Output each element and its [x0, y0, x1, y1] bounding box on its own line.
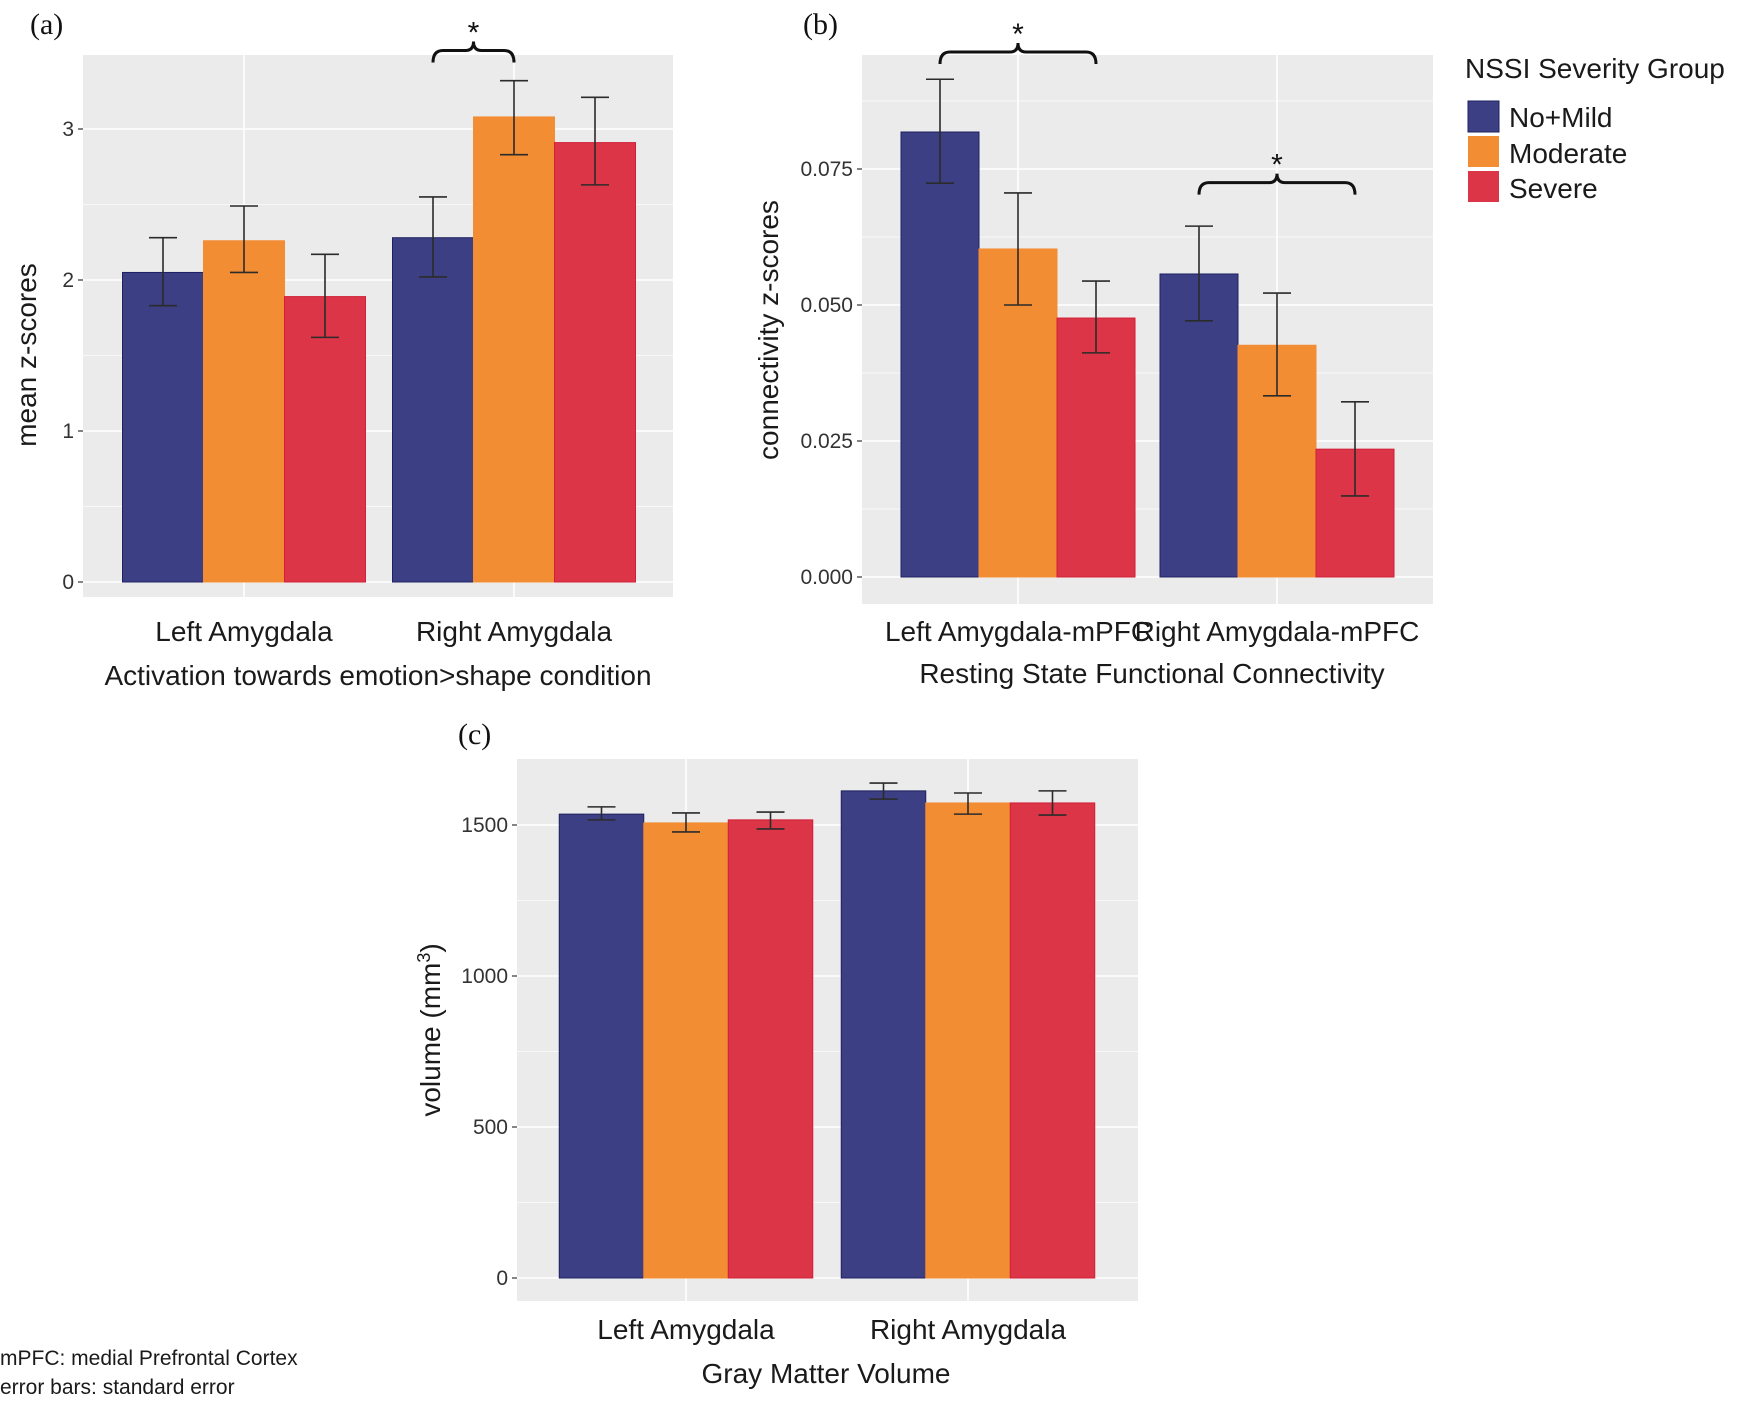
legend-label-severe: Severe	[1509, 173, 1598, 204]
bar-no-mild-left-amygdala-mpfc	[900, 131, 980, 578]
x-axis-title: Gray Matter Volume	[702, 1358, 951, 1389]
bar-moderate-left-amygdala	[643, 822, 729, 1279]
bar-no-mild-right-amygdala-mpfc	[1159, 273, 1239, 578]
panel-b-connectivity-chart: 0.000 0.025 0.050 0.075 Left Amygdala-mPFCRi…	[753, 18, 1433, 689]
bar-severe-left-amygdala	[284, 296, 366, 583]
bar-no-mild-right-amygdala	[840, 790, 927, 1279]
y-tick-label: 2	[62, 269, 74, 292]
y-axis-title: mean z-scores	[11, 263, 42, 447]
y-tick-label: 1500	[461, 814, 508, 837]
error-bar	[587, 806, 616, 821]
bar-severe-left-amygdala-mpfc	[1056, 317, 1136, 578]
x-axis-title: Activation towards emotion>shape conditi…	[104, 660, 651, 691]
legend-swatch-severe	[1468, 171, 1499, 202]
error-bar	[230, 205, 258, 274]
error-bar	[500, 79, 528, 156]
panel-a-activation-chart: 0 1 2 3 Left Amygdala Right Amygdala Activatio…	[11, 16, 673, 691]
x-category-label: Left Amygdala	[597, 1314, 775, 1345]
bar-no-mild-left-amygdala	[558, 813, 645, 1279]
error-bar	[672, 812, 700, 833]
legend-swatch-moderate	[1468, 136, 1499, 167]
x-category-label: Right Amygdala	[870, 1314, 1067, 1345]
panel-c-volume-chart: 0 500 1000 1500 Left Amygdala Right Amygdala G…	[414, 759, 1138, 1389]
error-bar	[311, 253, 339, 339]
bar-severe-left-amygdala	[727, 819, 814, 1279]
legend-swatch-no-mild	[1467, 100, 1500, 133]
significance-brace	[938, 42, 1098, 65]
significance-brace	[1197, 173, 1357, 195]
y-axis-title-superscript: 3	[414, 953, 434, 963]
y-tick-label: 0	[496, 1267, 508, 1290]
legend-label-no-mild: No+Mild	[1509, 102, 1612, 133]
x-axis-title: Resting State Functional Connectivity	[919, 658, 1384, 689]
x-category-label: Left Amygdala-mPFC	[885, 616, 1151, 647]
legend-item-no-mild: No+Mild	[1467, 100, 1612, 133]
error-bar	[954, 792, 982, 815]
footnote-error-bars: error bars: standard error	[0, 1376, 235, 1399]
significance-brace	[431, 41, 516, 63]
error-bar	[1004, 192, 1032, 306]
error-bar	[1038, 790, 1067, 816]
bar-severe-right-amygdala	[554, 142, 636, 583]
y-tick-label: 500	[473, 1116, 508, 1139]
y-tick-label: 0	[62, 571, 74, 594]
bar-moderate-right-amygdala	[473, 116, 555, 583]
y-tick-label: 3	[62, 118, 74, 141]
bar-no-mild-right-amygdala	[392, 237, 474, 583]
significance-star: *	[468, 16, 480, 49]
error-bar	[1263, 292, 1291, 397]
y-axis-title: connectivity z-scores	[753, 200, 784, 460]
significance-star: *	[1271, 149, 1283, 182]
y-tick-label: 0.050	[800, 294, 853, 317]
bar-no-mild-left-amygdala	[122, 271, 204, 583]
bar-severe-right-amygdala	[1009, 802, 1096, 1279]
y-tick-label: 0.075	[800, 158, 853, 181]
x-category-label: Right Amygdala	[416, 616, 613, 647]
error-bar	[926, 78, 954, 184]
legend-item-moderate: Moderate	[1468, 136, 1627, 169]
significance-star: *	[1012, 18, 1024, 51]
y-tick-label: 0.025	[800, 430, 853, 453]
error-bar	[419, 196, 447, 278]
error-bar	[1341, 401, 1369, 497]
y-tick-label: 0.000	[800, 566, 853, 589]
legend-item-severe: Severe	[1468, 171, 1598, 204]
error-bar	[1185, 225, 1213, 322]
y-tick-label: 1000	[461, 965, 508, 988]
y-axis-title: volume (mm3)	[414, 943, 446, 1116]
x-category-label: Left Amygdala	[155, 616, 333, 647]
error-bar	[869, 782, 898, 800]
bar-moderate-left-amygdala	[203, 240, 285, 583]
legend-label-moderate: Moderate	[1509, 138, 1627, 169]
error-bar	[756, 811, 785, 830]
footnote-mpfc: mPFC: medial Prefrontal Cortex	[0, 1347, 298, 1370]
y-tick-label: 1	[62, 420, 74, 443]
bar-moderate-right-amygdala	[925, 802, 1011, 1279]
legend-title: NSSI Severity Group	[1465, 53, 1725, 84]
error-bar	[1082, 280, 1110, 354]
panel-b-tag: (b)	[803, 8, 838, 41]
error-bar	[149, 236, 177, 307]
panel-a-tag: (a)	[30, 8, 63, 41]
x-category-label: Right Amygdala-mPFC	[1135, 616, 1420, 647]
error-bar	[581, 96, 609, 186]
legend: NSSI Severity Group No+Mild Moderate Sev…	[1465, 53, 1725, 204]
panel-c-tag: (c)	[458, 718, 491, 751]
